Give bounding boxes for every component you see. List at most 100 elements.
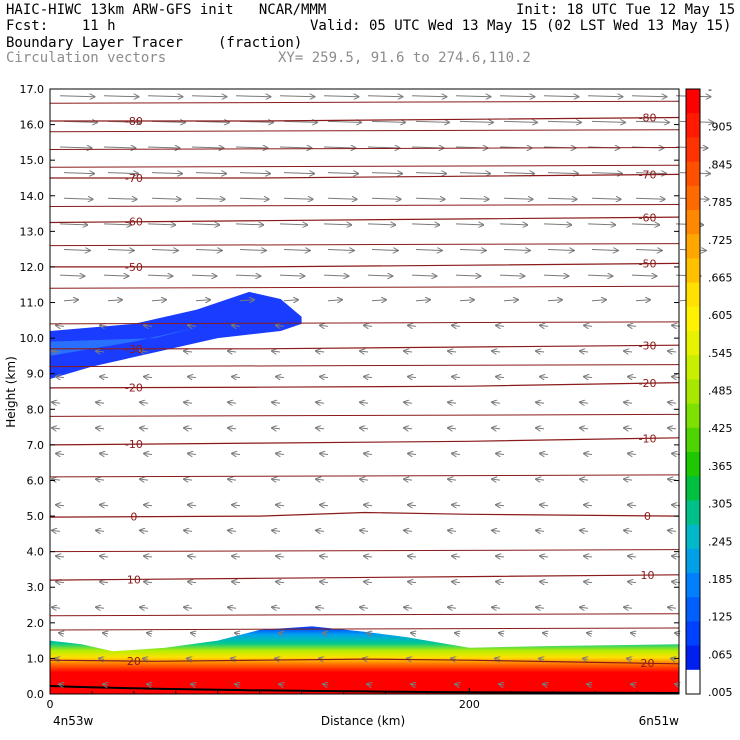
circulation-vector xyxy=(580,351,589,352)
circulation-vector xyxy=(151,250,178,251)
circulation-vector xyxy=(235,275,260,276)
circulation-vector xyxy=(360,351,369,352)
circulation-vector xyxy=(448,479,457,480)
circulation-vector xyxy=(239,300,254,301)
circulation-vector xyxy=(631,275,656,276)
circulation-vector xyxy=(59,96,94,97)
circulation-vector xyxy=(107,173,138,174)
circulation-vector xyxy=(411,224,439,225)
circulation-vector xyxy=(320,377,329,378)
circulation-vector xyxy=(367,684,372,685)
y-tick-label: 16.0 xyxy=(20,119,45,132)
plot-area xyxy=(50,89,679,694)
circulation-vector xyxy=(455,224,483,225)
x-axis-label: Distance (km) xyxy=(321,714,405,728)
circulation-vector xyxy=(235,224,263,225)
circulation-vector xyxy=(496,453,505,454)
colorbar-swatch xyxy=(686,89,700,114)
circulation-vector xyxy=(499,684,504,685)
circulation-vector xyxy=(96,428,105,429)
circulation-vector xyxy=(279,147,312,148)
circulation-vector-layer xyxy=(52,96,713,685)
field-units: (fraction) xyxy=(218,35,303,51)
circulation-vector xyxy=(404,402,413,403)
circulation-vector xyxy=(231,658,236,659)
temperature-contour xyxy=(49,243,680,247)
circulation-vector xyxy=(539,658,544,659)
circulation-vector xyxy=(668,351,677,352)
circulation-vector xyxy=(327,250,354,251)
circulation-vector xyxy=(195,198,225,199)
circulation-vector xyxy=(451,658,456,659)
circulation-vector xyxy=(452,556,461,557)
circulation-vector xyxy=(232,505,241,506)
circulation-vector xyxy=(63,250,90,251)
circulation-vector xyxy=(188,325,197,326)
colorbar-label: .905 xyxy=(708,121,733,134)
circulation-vector xyxy=(323,224,351,225)
circulation-vector xyxy=(404,530,413,531)
circulation-vector xyxy=(151,300,166,301)
temperature-contour xyxy=(49,364,680,368)
colorbar-swatch xyxy=(686,476,700,501)
circulation-vector xyxy=(459,173,490,174)
circulation-vector xyxy=(184,479,193,480)
circulation-vector xyxy=(415,300,430,301)
colorbar-label: .845 xyxy=(708,158,733,171)
circulation-vector xyxy=(147,684,152,685)
circulation-vector xyxy=(543,684,548,685)
temperature-contour xyxy=(49,658,680,665)
circulation-vector xyxy=(55,658,60,659)
overlay-name: Circulation vectors xyxy=(6,50,167,66)
xy-readout: XY= 259.5, 91.6 to 274.6,110.2 xyxy=(278,50,531,66)
circulation-vector xyxy=(584,582,593,583)
circulation-vector xyxy=(239,198,269,199)
circulation-vector xyxy=(103,275,128,276)
circulation-vector xyxy=(448,402,457,403)
circulation-vector xyxy=(320,582,329,583)
colorbar-swatch xyxy=(686,573,700,598)
contour-label: -80 xyxy=(639,112,657,125)
circulation-vector xyxy=(635,250,662,251)
y-axis: 0.0 1.0 2.0 3.0 4.0 5.0 6.0 7.0 8.0 9.0 10.0 11.0 12… xyxy=(20,83,679,701)
temperature-contour xyxy=(49,574,680,581)
circulation-vector xyxy=(103,147,136,148)
temperature-contour xyxy=(49,321,680,325)
circulation-vector xyxy=(316,428,325,429)
circulation-vector xyxy=(631,633,636,634)
y-tick-label: 8.0 xyxy=(27,403,45,416)
circulation-vector xyxy=(492,607,501,608)
circulation-vector xyxy=(452,505,461,506)
temperature-contour xyxy=(50,173,680,179)
circulation-vector xyxy=(272,530,281,531)
circulation-vector xyxy=(547,198,577,199)
circulation-vector xyxy=(100,453,109,454)
circulation-vector xyxy=(540,556,549,557)
colorbar-swatch xyxy=(686,669,700,695)
circulation-vector xyxy=(96,402,105,403)
circulation-vector xyxy=(591,250,618,251)
y-tick-label: 13.0 xyxy=(20,225,45,238)
circulation-vector xyxy=(235,633,240,634)
circulation-vector xyxy=(103,224,131,225)
circulation-vector xyxy=(459,198,489,199)
circulation-vector xyxy=(232,377,241,378)
temperature-contour xyxy=(49,382,680,389)
circulation-vector xyxy=(232,325,241,326)
circulation-vector xyxy=(415,173,446,174)
circulation-vector xyxy=(323,684,328,685)
circulation-vector xyxy=(276,505,285,506)
circulation-vector xyxy=(52,402,61,403)
circulation-vector xyxy=(276,325,285,326)
circulation-vector xyxy=(96,351,105,352)
colorbar-frame xyxy=(685,88,701,695)
circulation-vector xyxy=(628,582,637,583)
colorbar-swatch xyxy=(686,185,700,211)
circulation-vector xyxy=(195,173,226,174)
circulation-vector xyxy=(364,377,373,378)
circulation-vector xyxy=(143,658,148,659)
circulation-vector xyxy=(316,479,325,480)
y-tick-label: 6.0 xyxy=(27,474,45,487)
circulation-vector xyxy=(496,505,505,506)
circulation-vector xyxy=(627,658,632,659)
